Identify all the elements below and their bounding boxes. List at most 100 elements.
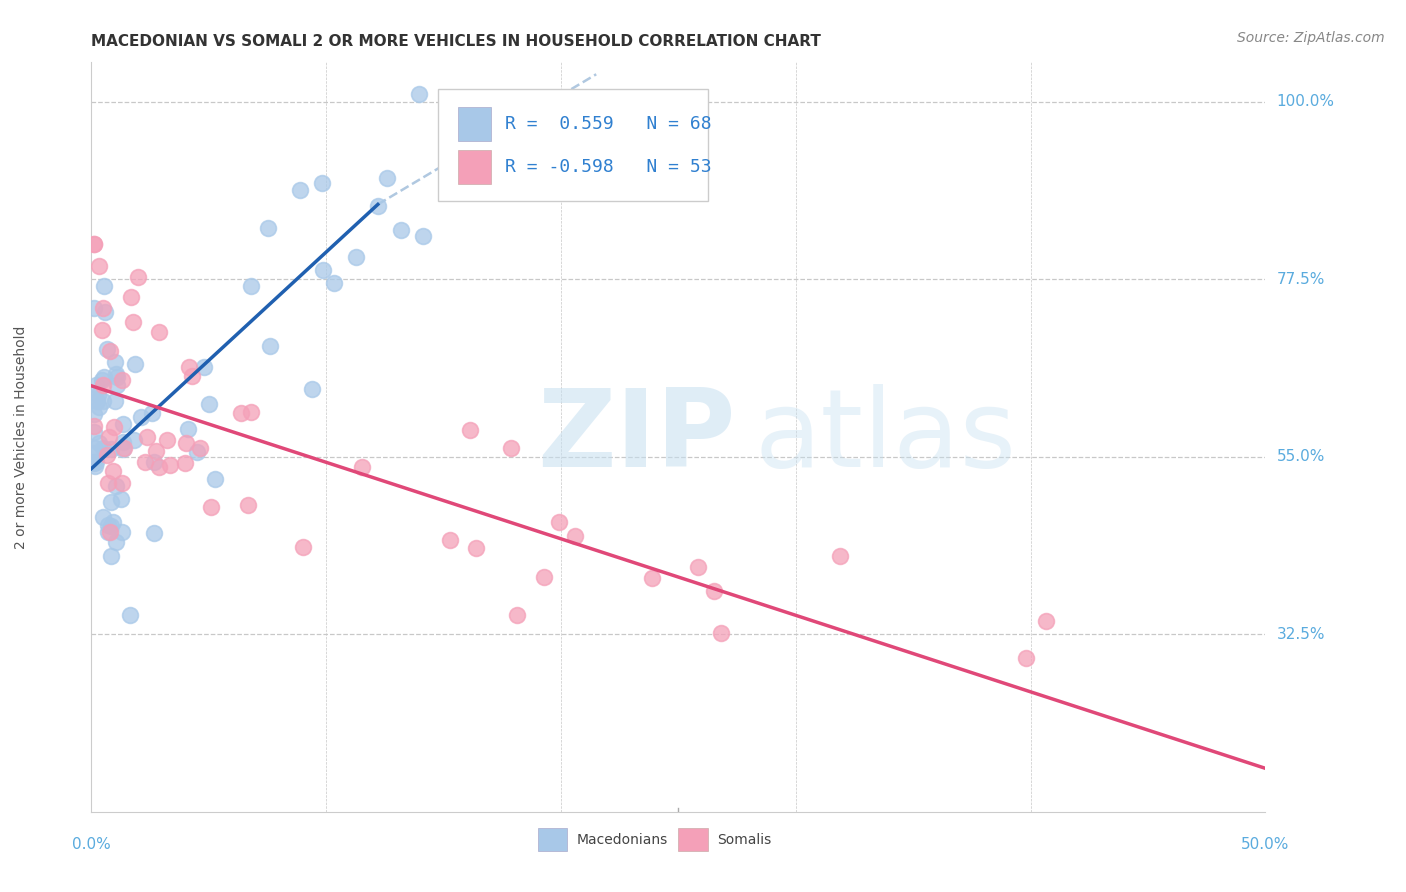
Point — [179, 360, 201, 375]
Point — [83, 456, 105, 470]
Text: R =  0.559   N = 68: R = 0.559 N = 68 — [505, 115, 711, 133]
Point — [322, 277, 344, 291]
Point — [186, 444, 208, 458]
Point — [257, 221, 280, 235]
Point — [105, 369, 128, 384]
Point — [143, 455, 166, 469]
Point — [292, 541, 315, 555]
Point — [134, 455, 156, 469]
Point — [98, 344, 121, 359]
Point — [533, 570, 555, 584]
Point — [1015, 651, 1038, 665]
Point — [159, 458, 181, 472]
Point — [641, 571, 664, 585]
Point — [710, 626, 733, 640]
FancyBboxPatch shape — [458, 107, 491, 141]
Point — [112, 442, 135, 456]
Point — [344, 250, 367, 264]
Text: 55.0%: 55.0% — [1277, 450, 1324, 465]
Point — [1035, 614, 1057, 628]
Point — [104, 367, 127, 381]
Point — [103, 420, 125, 434]
Point — [200, 500, 222, 515]
Point — [100, 442, 122, 456]
Point — [91, 378, 114, 392]
Point — [367, 199, 389, 213]
Point — [193, 360, 215, 375]
Point — [91, 393, 114, 408]
Point — [83, 392, 105, 407]
Point — [86, 393, 108, 408]
Point — [238, 498, 260, 512]
Point — [84, 441, 107, 455]
Text: 32.5%: 32.5% — [1277, 627, 1324, 641]
Text: 50.0%: 50.0% — [1241, 837, 1289, 852]
Point — [100, 495, 122, 509]
Point — [311, 176, 333, 190]
Point — [98, 525, 121, 540]
Point — [122, 315, 145, 329]
Point — [180, 368, 202, 383]
Text: 77.5%: 77.5% — [1277, 272, 1324, 287]
Point — [111, 373, 134, 387]
Point — [239, 405, 262, 419]
Point — [148, 325, 170, 339]
Point — [548, 516, 571, 530]
Point — [84, 378, 107, 392]
Text: 100.0%: 100.0% — [1277, 95, 1334, 110]
Point — [94, 304, 117, 318]
Point — [145, 444, 167, 458]
Point — [127, 269, 149, 284]
Point — [91, 373, 114, 387]
Point — [111, 442, 134, 456]
Point — [111, 434, 134, 449]
Point — [174, 436, 197, 450]
Point — [389, 222, 412, 236]
Point — [96, 449, 118, 463]
Point — [174, 456, 197, 470]
Point — [375, 171, 398, 186]
Point — [350, 459, 373, 474]
Text: Source: ZipAtlas.com: Source: ZipAtlas.com — [1237, 31, 1385, 45]
Point — [828, 549, 851, 563]
Point — [439, 533, 461, 547]
Point — [87, 435, 110, 450]
Point — [143, 525, 166, 540]
Text: R = -0.598   N = 53: R = -0.598 N = 53 — [505, 159, 711, 177]
Point — [312, 263, 335, 277]
Point — [84, 458, 107, 473]
Point — [104, 535, 127, 549]
Point — [91, 442, 114, 456]
Point — [91, 323, 114, 337]
Point — [93, 301, 115, 315]
FancyBboxPatch shape — [678, 828, 707, 851]
Point — [97, 518, 120, 533]
Point — [686, 559, 709, 574]
Point — [98, 430, 121, 444]
Point — [87, 401, 110, 415]
Point — [83, 425, 105, 440]
Point — [84, 455, 107, 469]
Point — [83, 455, 105, 469]
Point — [83, 301, 105, 316]
Point — [83, 236, 105, 251]
Point — [83, 236, 105, 251]
Text: atlas: atlas — [755, 384, 1017, 490]
Point — [118, 607, 141, 622]
Point — [83, 418, 105, 433]
Point — [408, 87, 430, 101]
FancyBboxPatch shape — [437, 88, 707, 201]
Point — [465, 541, 488, 555]
Point — [122, 433, 145, 447]
Point — [101, 463, 124, 477]
Point — [111, 476, 134, 491]
Point — [204, 472, 226, 486]
Point — [84, 446, 107, 460]
Point — [93, 370, 115, 384]
Point — [412, 228, 434, 243]
Point — [703, 584, 725, 599]
Text: 2 or more Vehicles in Household: 2 or more Vehicles in Household — [14, 326, 28, 549]
Point — [190, 442, 212, 456]
Point — [104, 478, 127, 492]
Point — [231, 405, 253, 419]
